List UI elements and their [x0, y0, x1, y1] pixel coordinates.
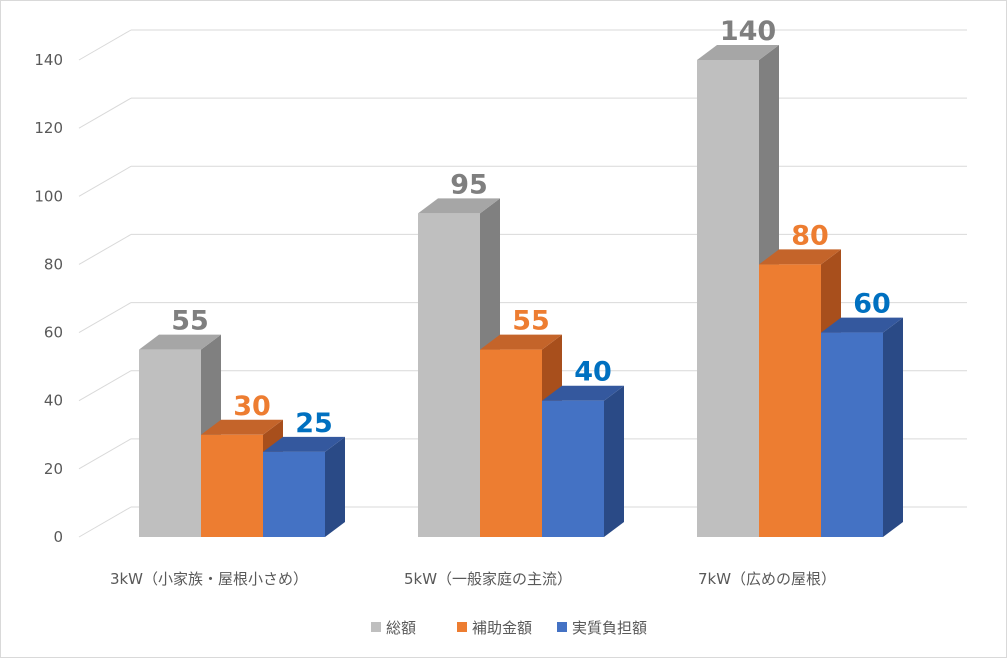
bar-side — [604, 385, 624, 537]
bar-front — [139, 349, 201, 537]
data-label: 140 — [720, 16, 776, 47]
data-label: 40 — [574, 357, 612, 388]
y-tick-label: 60 — [44, 324, 63, 342]
bar-top — [263, 436, 345, 452]
bar-front — [263, 451, 325, 537]
category-label: 3kW（小家族・屋根小さめ） — [110, 570, 308, 588]
gridline-depth — [78, 165, 132, 197]
bar-front — [759, 264, 821, 537]
y-tick-label: 20 — [44, 460, 63, 478]
bar-top — [759, 249, 841, 265]
data-label: 55 — [171, 306, 209, 337]
legend-swatch — [457, 622, 467, 632]
bar-front — [201, 434, 263, 537]
y-tick-label: 40 — [44, 392, 63, 410]
y-tick-label: 140 — [34, 51, 63, 69]
bar-front — [480, 349, 542, 537]
gridline-depth — [78, 438, 132, 470]
category-labels: 3kW（小家族・屋根小さめ） 5kW（一般家庭の主流） 7kW（広めの屋根） — [110, 570, 836, 588]
y-tick-label: 80 — [44, 255, 63, 273]
bar-front — [418, 213, 480, 538]
bar-top — [697, 45, 779, 60]
bars — [139, 45, 903, 538]
data-label: 95 — [450, 169, 488, 200]
bar-top — [201, 419, 283, 435]
bar-top — [542, 385, 624, 401]
gridline-depth — [78, 97, 132, 129]
legend: 総額 補助金額 実質負担額 — [371, 619, 647, 637]
bar-side — [325, 436, 345, 537]
gridline-depth — [78, 302, 132, 334]
data-label: 55 — [512, 306, 550, 337]
data-label: 80 — [791, 220, 829, 251]
bar-実質負担額-0 — [263, 436, 345, 537]
bar-front — [542, 400, 604, 537]
data-labels: 55 30 25 95 55 40 140 80 60 — [171, 16, 891, 439]
bar-top — [821, 317, 903, 333]
y-tick-label: 0 — [53, 528, 63, 546]
y-tick-label: 100 — [34, 187, 63, 205]
gridline-depth — [78, 29, 132, 61]
bar-top — [418, 198, 500, 214]
legend-swatch — [557, 622, 567, 632]
legend-label: 補助金額 — [472, 619, 532, 637]
legend-label: 実質負担額 — [572, 619, 647, 637]
legend-label: 総額 — [386, 619, 416, 637]
y-tick-label: 120 — [34, 119, 63, 137]
data-label: 25 — [295, 408, 333, 439]
category-label: 5kW（一般家庭の主流） — [404, 570, 572, 588]
bar-実質負担額-2 — [821, 317, 903, 537]
bar-side — [883, 317, 903, 537]
y-axis-ticks: 0 20 40 60 80 100 120 140 — [34, 51, 63, 546]
category-label: 7kW（広めの屋根） — [698, 570, 836, 588]
gridline-depth — [78, 506, 132, 538]
bar-実質負担額-1 — [542, 385, 624, 537]
bar-top — [139, 334, 221, 350]
legend-swatch — [371, 622, 381, 632]
gridline-depth — [78, 233, 132, 265]
data-label: 30 — [233, 391, 271, 422]
data-label: 60 — [853, 289, 891, 320]
bar-front — [697, 60, 759, 537]
bar-front — [821, 332, 883, 537]
bar-top — [480, 334, 562, 350]
gridline-depth — [78, 370, 132, 402]
